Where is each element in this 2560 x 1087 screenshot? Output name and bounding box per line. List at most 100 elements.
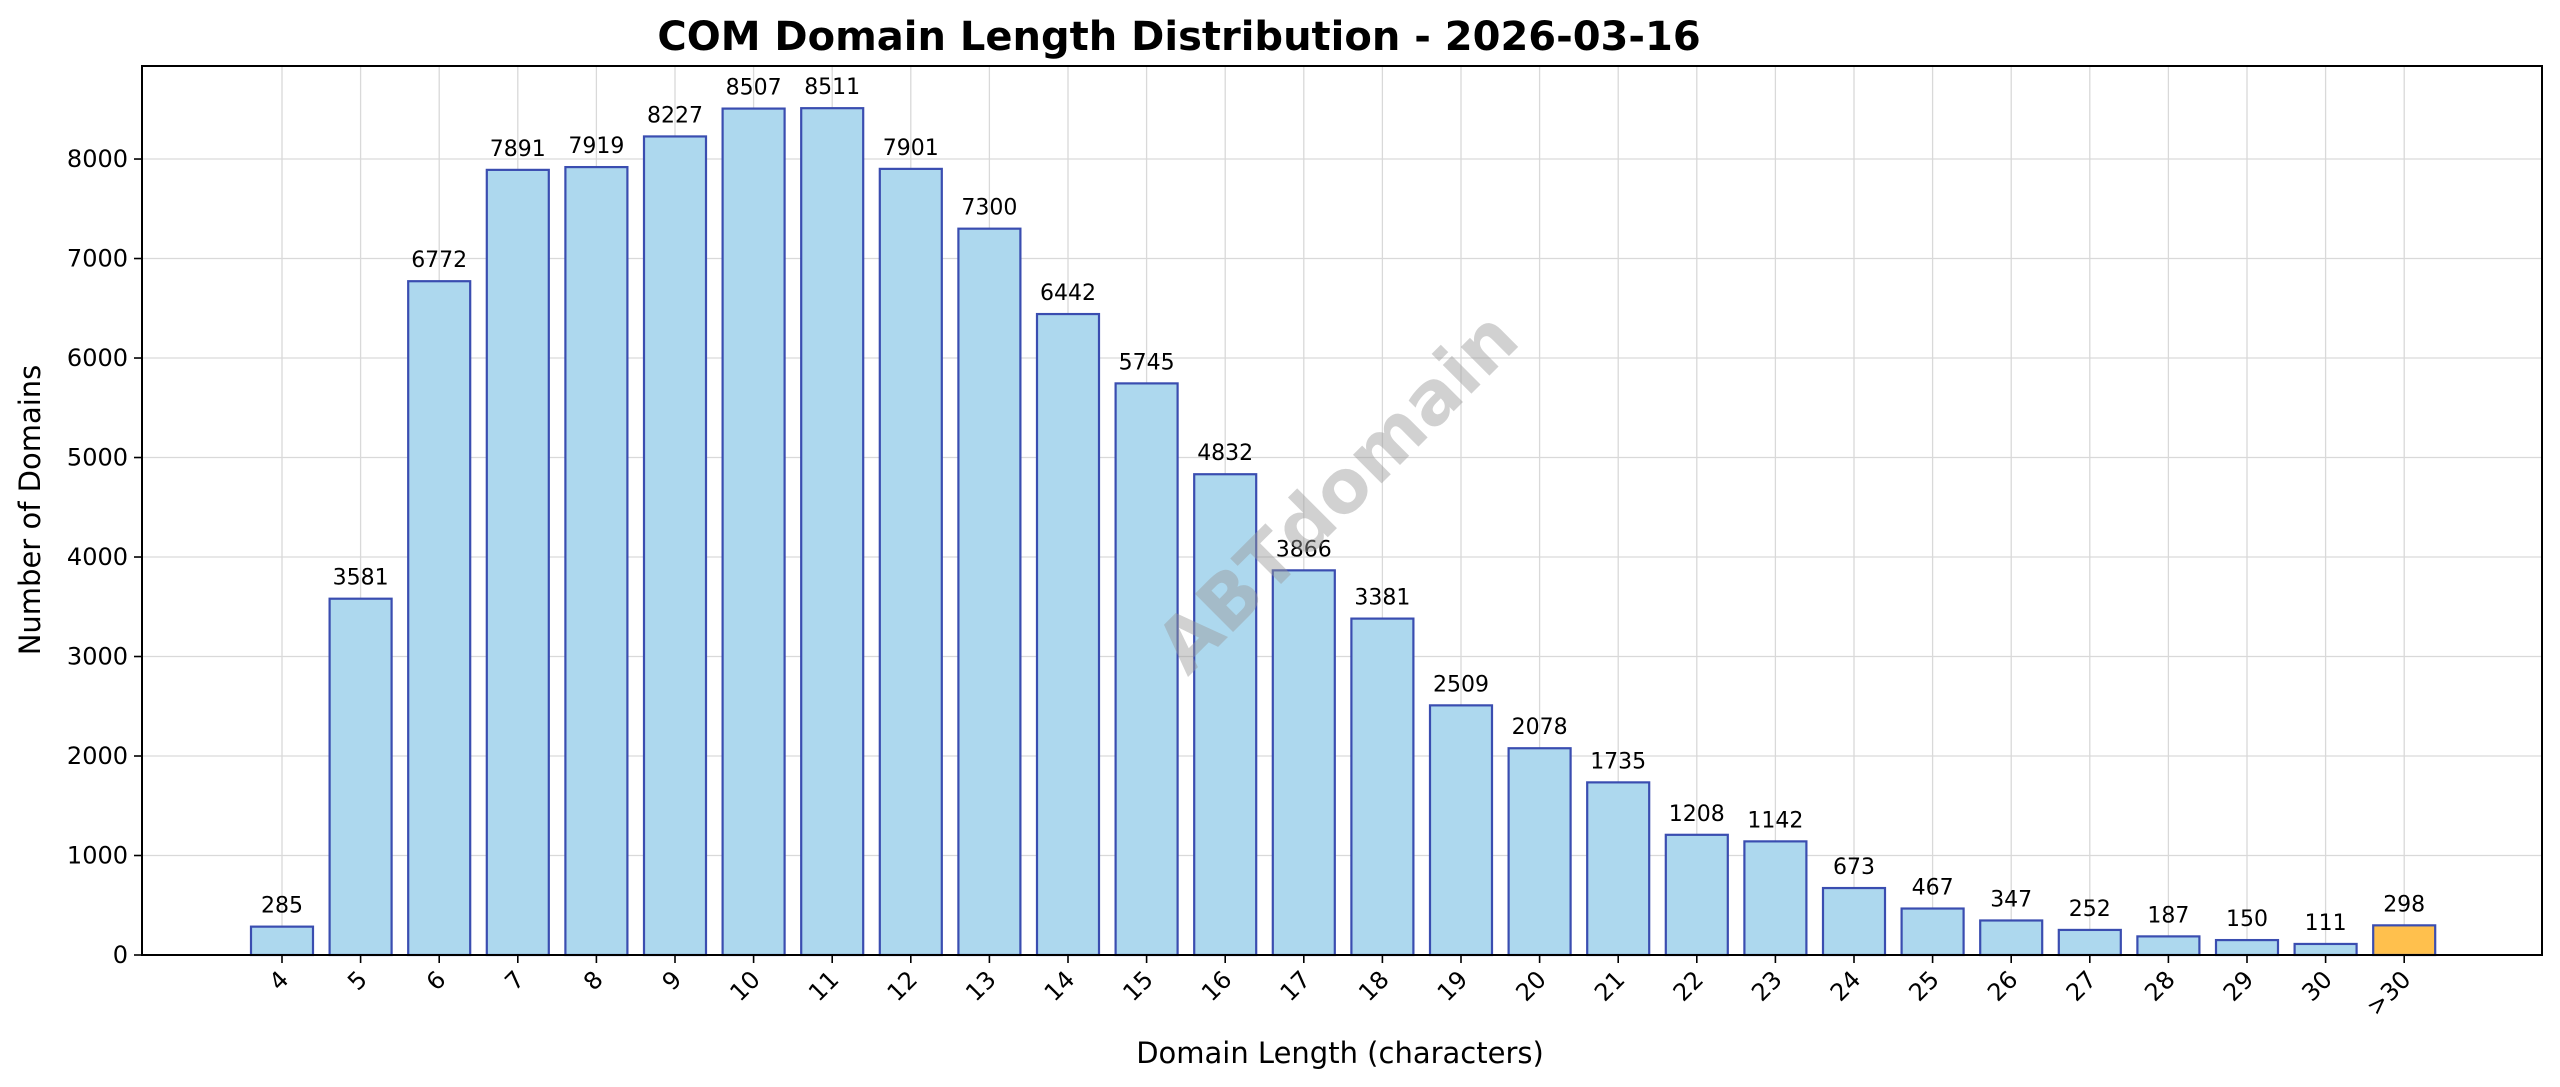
y-tick-label: 1000 — [67, 842, 128, 870]
x-tick-label: 22 — [1668, 965, 1709, 1006]
x-tick-label: 6 — [421, 965, 452, 996]
x-tick-label: 20 — [1510, 965, 1551, 1006]
data-label: 7891 — [490, 137, 546, 162]
x-tick-label: 16 — [1196, 965, 1237, 1006]
x-axis-ticks: 4 5 6 7 8 9 10 11 12 13 14 15 16 17 18 19 20 21 22 23 24 25 26… — [264, 955, 2417, 1021]
bar — [1350, 617, 1415, 957]
bar — [878, 167, 943, 957]
data-label: 8507 — [726, 76, 782, 101]
x-tick-label: 5 — [342, 965, 373, 996]
x-tick-label: 18 — [1353, 965, 1394, 1006]
x-tick-label: 25 — [1903, 965, 1944, 1006]
bar — [485, 168, 550, 957]
data-label: 6442 — [1040, 281, 1096, 306]
x-tick-label: 19 — [1432, 965, 1473, 1006]
x-tick-label: 27 — [2061, 965, 2102, 1006]
bar — [2214, 938, 2280, 957]
data-label: 298 — [2383, 892, 2425, 917]
y-tick-label: 7000 — [67, 245, 128, 273]
data-label: 1142 — [1747, 808, 1803, 833]
x-tick-label: 21 — [1589, 965, 1630, 1006]
bar — [721, 107, 786, 957]
chart-title: COM Domain Length Distribution - 2026-03… — [657, 14, 1700, 60]
data-label: 347 — [1990, 887, 2032, 912]
x-tick-label: 7 — [499, 965, 530, 996]
bar — [2293, 942, 2358, 957]
bar — [1900, 907, 1965, 957]
data-label: 252 — [2069, 897, 2111, 922]
y-tick-label: 6000 — [67, 344, 128, 372]
y-axis-label: Number of Domains — [13, 365, 47, 656]
bar — [328, 597, 393, 957]
bars — [249, 107, 2437, 957]
data-label: 7919 — [568, 134, 624, 159]
bar — [249, 925, 315, 957]
x-axis-label: Domain Length (characters) — [1136, 1036, 1544, 1070]
plot-frame — [141, 65, 2543, 956]
bar — [2136, 935, 2201, 957]
x-tick-label: 9 — [657, 965, 688, 996]
x-tick-label: >30 — [2361, 965, 2417, 1021]
bar — [957, 227, 1022, 957]
x-tick-label: 26 — [1982, 965, 2023, 1006]
x-tick-label: 11 — [803, 965, 844, 1006]
data-label: 285 — [261, 894, 303, 919]
x-tick-label: 15 — [1117, 965, 1158, 1006]
bar — [1428, 704, 1494, 957]
data-label: 187 — [2147, 903, 2189, 928]
x-tick-label: 8 — [578, 965, 609, 996]
y-axis-ticks: 0 1000 2000 3000 4000 5000 6000 7000 8000 — [67, 145, 142, 969]
data-label: 8227 — [647, 103, 703, 128]
y-tick-label: 8000 — [67, 145, 128, 173]
x-tick-label: 24 — [1825, 965, 1866, 1006]
data-label: 673 — [1833, 855, 1875, 880]
bar — [2372, 924, 2437, 957]
bar — [1821, 886, 1887, 957]
y-tick-label: 4000 — [67, 543, 128, 571]
data-label: 3581 — [333, 566, 389, 591]
y-tick-label: 2000 — [67, 742, 128, 770]
data-label: 3866 — [1276, 537, 1332, 562]
x-tick-label: 12 — [882, 965, 923, 1006]
data-label: 1735 — [1590, 749, 1646, 774]
x-tick-label: 17 — [1275, 965, 1316, 1006]
x-tick-label: 29 — [2218, 965, 2259, 1006]
bar — [1114, 382, 1179, 957]
y-tick-label: 0 — [113, 941, 128, 969]
x-tick-label: 28 — [2139, 965, 2180, 1006]
bar — [1193, 473, 1258, 957]
bar — [1664, 833, 1729, 957]
x-tick-label: 13 — [960, 965, 1001, 1006]
bar — [1743, 840, 1808, 957]
x-tick-label: 10 — [724, 965, 765, 1006]
x-tick-label: 23 — [1746, 965, 1787, 1006]
data-label: 5745 — [1119, 350, 1175, 375]
data-label: 7300 — [961, 196, 1017, 221]
bar — [2057, 928, 2122, 957]
data-label: 4832 — [1197, 441, 1253, 466]
data-label: 7901 — [883, 136, 939, 161]
bar — [1979, 919, 2044, 957]
bar — [642, 135, 708, 957]
bar — [1586, 781, 1651, 957]
data-label: 2078 — [1512, 715, 1568, 740]
x-tick-label: 30 — [2296, 965, 2337, 1006]
x-tick-label: 4 — [264, 965, 295, 996]
bar — [800, 107, 865, 957]
y-tick-label: 3000 — [67, 643, 128, 671]
bar — [1271, 569, 1336, 957]
data-label: 2509 — [1433, 672, 1489, 697]
data-labels: 285 3581 6772 7891 7919 8227 8507 8511 7901 7300 6… — [261, 75, 2425, 936]
bar — [1035, 312, 1101, 957]
bar — [564, 165, 629, 957]
data-label: 150 — [2226, 907, 2268, 932]
data-label: 467 — [1912, 876, 1954, 901]
data-label: 6772 — [411, 248, 467, 273]
data-label: 3381 — [1354, 586, 1410, 611]
x-tick-label: 14 — [1039, 965, 1080, 1006]
data-label: 8511 — [804, 75, 860, 100]
bar — [407, 280, 472, 957]
y-tick-label: 5000 — [67, 444, 128, 472]
data-label: 111 — [2305, 911, 2347, 936]
bar — [1507, 747, 1572, 957]
